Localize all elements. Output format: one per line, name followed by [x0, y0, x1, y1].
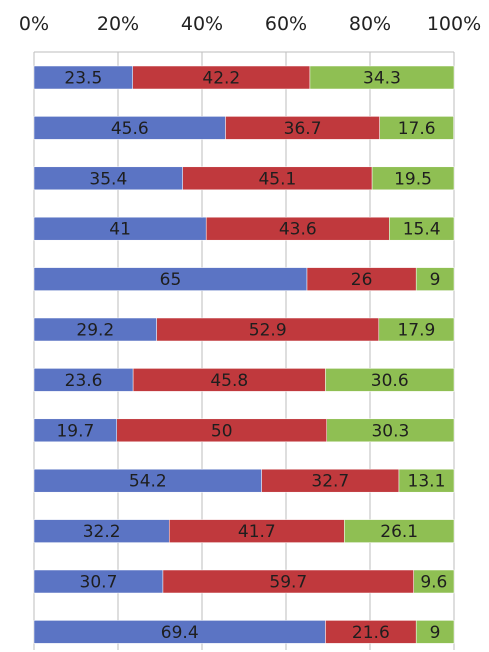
bar-segment: [325, 368, 455, 392]
bar-segment: [389, 216, 455, 241]
data-label: 32.7: [311, 472, 349, 492]
x-axis-ticks: 0% 20% 40% 60% 80% 100%: [19, 13, 481, 35]
data-label: 17.9: [397, 321, 435, 341]
data-label: 43.6: [279, 220, 317, 240]
data-label: 19.5: [394, 169, 432, 189]
bar-segment: [415, 267, 455, 291]
gridlines: [33, 51, 455, 650]
bar-segment: [379, 116, 454, 140]
data-label: 69.4: [161, 623, 199, 643]
data-label: 9: [430, 623, 441, 643]
bar-segment: [326, 418, 455, 443]
data-label: 23.5: [64, 69, 102, 89]
bar-segment: [415, 620, 455, 644]
data-label: 34.3: [363, 69, 401, 89]
bar-segment: [413, 569, 455, 594]
x-tick-label: 20%: [97, 13, 139, 35]
x-tick-label: 60%: [265, 13, 307, 35]
data-label: 30.6: [371, 371, 409, 391]
data-label: 52.9: [249, 321, 287, 341]
data-label: 45.8: [210, 371, 248, 391]
bar-segment: [309, 65, 455, 90]
bar-segment: [378, 317, 455, 342]
data-label: 26: [351, 270, 373, 290]
bars: 23.5 42.2 34.3 45.6 36.7 17.6 35.4 45.1 19.5 41 43…: [33, 65, 455, 644]
data-label: 41.7: [238, 522, 276, 542]
data-label: 65: [160, 270, 182, 290]
x-tick-label: 80%: [349, 13, 391, 35]
data-label: 35.4: [89, 169, 127, 189]
data-label: 29.2: [76, 321, 114, 341]
x-tick-label: 100%: [427, 13, 481, 35]
bar-segment: [371, 166, 455, 191]
data-label: 21.6: [352, 623, 390, 643]
x-tick-label: 40%: [181, 13, 223, 35]
data-label: 45.6: [111, 119, 149, 139]
data-label: 9.6: [420, 573, 447, 593]
data-label: 26.1: [380, 522, 418, 542]
data-label: 13.1: [408, 472, 446, 492]
bar-segment: [398, 468, 455, 493]
data-label: 19.7: [56, 421, 94, 441]
data-label: 42.2: [202, 69, 240, 89]
data-label: 41: [109, 220, 131, 240]
data-label: 23.6: [65, 371, 103, 391]
data-label: 32.2: [83, 522, 121, 542]
bar-segment: [344, 519, 455, 543]
data-label: 30.3: [371, 421, 409, 441]
data-label: 15.4: [403, 220, 441, 240]
data-label: 50: [211, 421, 233, 441]
data-label: 17.6: [398, 119, 436, 139]
data-label: 9: [430, 270, 441, 290]
data-label: 59.7: [269, 573, 307, 593]
data-label: 54.2: [129, 472, 167, 492]
data-label: 30.7: [80, 573, 118, 593]
data-label: 36.7: [284, 119, 322, 139]
data-label: 45.1: [258, 169, 296, 189]
x-tick-label: 0%: [19, 13, 49, 35]
